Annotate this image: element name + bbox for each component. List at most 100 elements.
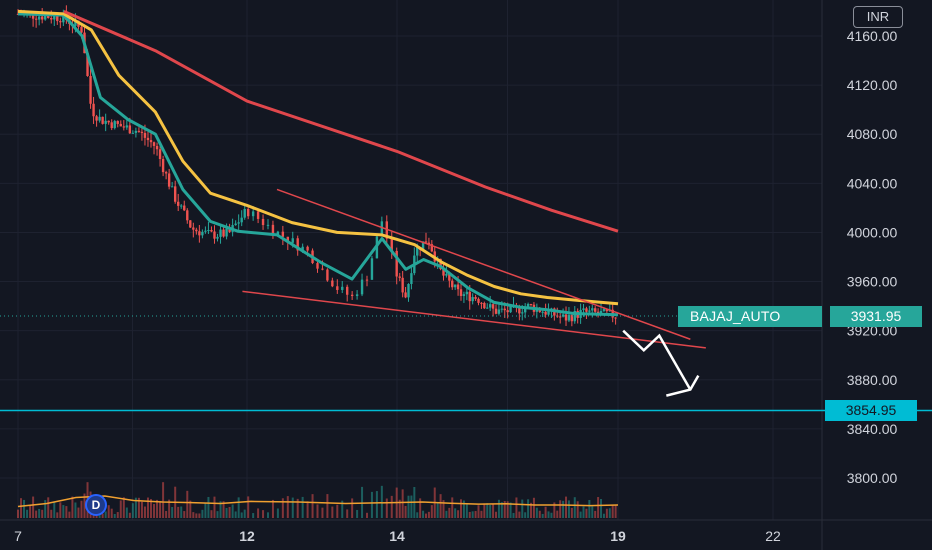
candle-body xyxy=(439,258,442,270)
volume-bar xyxy=(585,508,588,518)
volume-bar xyxy=(468,511,471,518)
volume-bar xyxy=(483,503,486,518)
candle-body xyxy=(107,120,110,123)
volume-bar xyxy=(281,498,284,518)
volume-bar xyxy=(23,499,26,518)
candle-body xyxy=(125,125,129,128)
volume-bar xyxy=(465,503,468,518)
volume-bar xyxy=(80,500,83,518)
volume-bar xyxy=(110,508,113,518)
candle-body xyxy=(113,121,116,129)
volume-bar xyxy=(71,496,74,518)
volume-bar xyxy=(336,504,339,518)
volume-bar xyxy=(311,494,314,518)
volume-bar xyxy=(495,511,498,518)
volume-bar xyxy=(512,512,515,518)
volume-bar xyxy=(500,502,503,518)
volume-bar xyxy=(416,512,419,518)
candle-body xyxy=(164,172,168,174)
volume-bar xyxy=(486,503,489,518)
volume-bar xyxy=(457,510,460,518)
candle-body xyxy=(170,186,174,188)
volume-bar xyxy=(597,497,600,518)
volume-bar xyxy=(562,500,565,518)
candle-body xyxy=(256,211,260,219)
volume-bar xyxy=(128,512,131,518)
volume-bar xyxy=(156,499,159,518)
volume-bar xyxy=(26,509,29,518)
candle-body xyxy=(521,312,524,314)
candle-body xyxy=(98,116,101,121)
volume-bar xyxy=(195,513,198,518)
candle-body xyxy=(416,247,419,256)
volume-bar xyxy=(448,507,451,518)
volume-bar xyxy=(407,495,410,518)
candle-body xyxy=(614,317,617,319)
time-tick-label: 14 xyxy=(389,528,405,544)
price-tick-label: 4120.00 xyxy=(847,77,898,93)
volume-bar xyxy=(252,513,255,518)
volume-bar xyxy=(316,504,319,518)
candle-body xyxy=(497,309,501,314)
volume-bar xyxy=(222,501,225,518)
volume-bar xyxy=(296,498,299,518)
candle-body xyxy=(421,241,425,250)
volume-bar xyxy=(565,496,568,518)
time-tick-label: 19 xyxy=(610,528,626,544)
candle-body xyxy=(40,16,44,20)
symbol-label: BAJAJ_AUTO xyxy=(678,306,822,327)
candle-body xyxy=(564,314,568,321)
volume-bar xyxy=(614,505,617,518)
candle-body xyxy=(31,12,35,19)
candle-body xyxy=(451,280,454,288)
candle-body xyxy=(570,315,574,322)
volume-bar xyxy=(267,512,269,518)
candle-body xyxy=(486,307,489,309)
volume-bar xyxy=(553,502,556,518)
volume-bar xyxy=(189,500,192,518)
volume-bar xyxy=(544,506,547,518)
candle-body xyxy=(140,131,144,133)
volume-bar xyxy=(515,497,518,518)
price-tick-label: 4000.00 xyxy=(847,224,898,240)
volume-bar xyxy=(600,499,603,518)
volume-bar xyxy=(32,496,35,518)
volume-bar xyxy=(207,496,210,518)
candle-body xyxy=(104,120,107,124)
candle-body xyxy=(306,246,309,251)
volume-bar xyxy=(271,499,274,518)
volume-bar xyxy=(594,510,597,518)
price-tick-label: 3880.00 xyxy=(847,372,898,388)
candle-body xyxy=(346,286,349,295)
currency-badge[interactable]: INR xyxy=(853,6,903,28)
volume-bar xyxy=(168,499,171,518)
volume-ma-line xyxy=(17,495,619,508)
candle-body xyxy=(173,186,177,202)
candle-body xyxy=(410,273,413,284)
candle-body xyxy=(573,310,576,322)
volume-bar xyxy=(570,507,573,518)
volume-bar xyxy=(162,482,165,518)
candle-body xyxy=(360,279,364,295)
candle-body xyxy=(271,224,275,235)
price-tick-label: 4040.00 xyxy=(847,175,898,191)
time-axis[interactable]: 7 12 14 19 22 xyxy=(14,528,781,544)
volume-bar xyxy=(530,502,533,518)
volume-bar xyxy=(150,499,153,518)
dividend-marker[interactable]: D xyxy=(85,494,107,516)
candle-body xyxy=(149,140,153,143)
volume-bar xyxy=(430,505,433,518)
volume-bar xyxy=(204,502,207,518)
candle-body xyxy=(34,18,38,20)
candle-body xyxy=(219,229,222,237)
candle-body xyxy=(89,75,92,104)
volume-bar xyxy=(401,489,404,518)
candle-body xyxy=(380,221,384,237)
volume-bar xyxy=(326,494,329,518)
time-tick-label: 12 xyxy=(239,528,255,544)
candle-body xyxy=(365,279,369,281)
volume-bar xyxy=(62,505,65,518)
volume-bar xyxy=(41,509,44,518)
candle-body xyxy=(195,229,198,232)
